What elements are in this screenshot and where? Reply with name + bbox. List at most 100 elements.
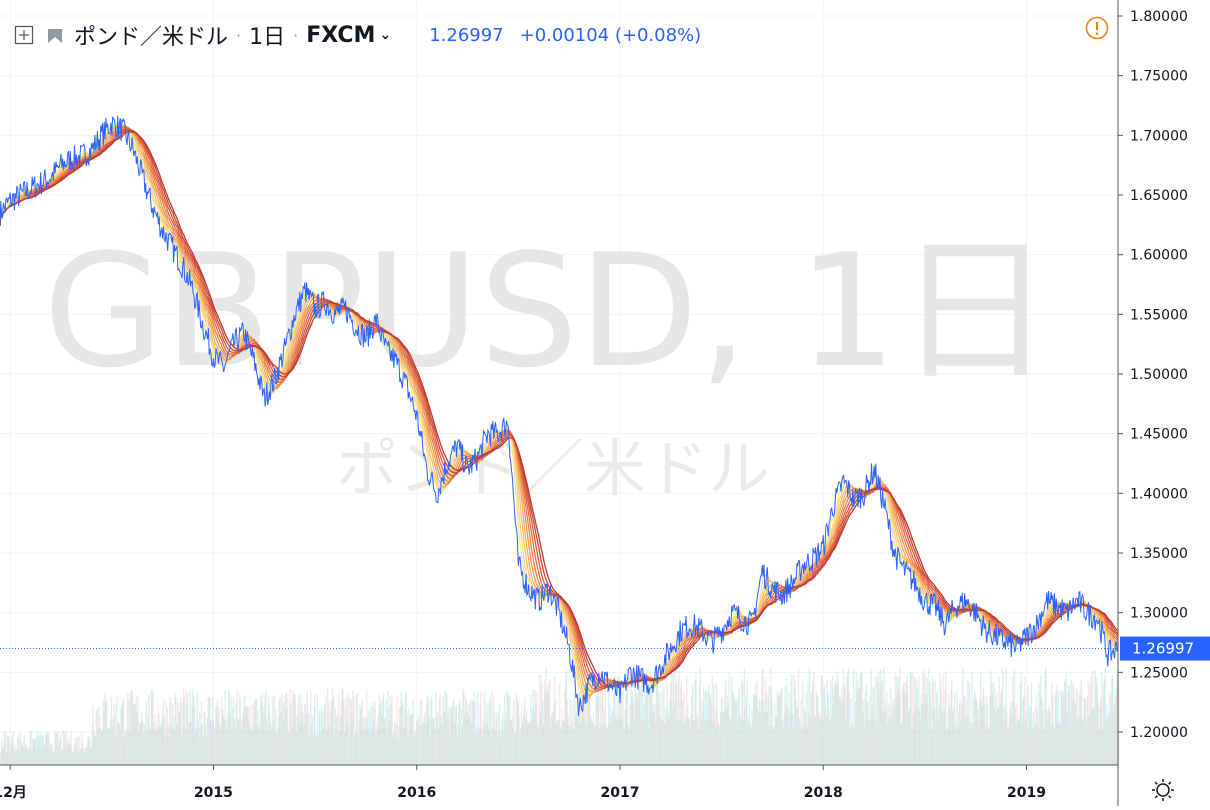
volume-bar	[822, 719, 824, 765]
volume-bar	[780, 688, 783, 765]
volume-bar	[407, 736, 409, 765]
volume-bar	[924, 694, 926, 765]
volume-bar	[888, 717, 890, 765]
add-symbol-icon[interactable]	[14, 25, 34, 45]
volume-bar	[852, 669, 855, 765]
volume-bar	[1097, 704, 1100, 765]
volume-bar	[567, 717, 569, 765]
volume-bar	[83, 752, 86, 765]
volume-bar	[441, 724, 443, 765]
volume-bar	[335, 717, 337, 765]
volume-bar	[7, 737, 10, 765]
symbol-name[interactable]: ポンド／米ドル	[74, 25, 229, 50]
interval-label[interactable]: 1日	[249, 25, 286, 50]
volume-bar	[225, 719, 227, 765]
volume-bar	[1081, 719, 1083, 765]
volume-bar	[154, 729, 156, 765]
volume-bar	[710, 702, 713, 765]
volume-bar	[676, 720, 679, 765]
volume-bar	[271, 697, 274, 765]
exchange-selector[interactable]: FXCM ⌄	[306, 23, 391, 48]
volume-bar	[1116, 673, 1118, 765]
volume-bar	[221, 708, 224, 765]
volume-bar	[1106, 704, 1108, 765]
volume-bar	[266, 732, 269, 765]
volume-bar	[57, 745, 59, 765]
volume-bar	[19, 732, 21, 765]
volume-bar	[1007, 726, 1010, 765]
volume-bar	[453, 697, 455, 765]
volume-bar	[1106, 717, 1109, 765]
volume-bar	[65, 748, 67, 765]
volume-bar	[779, 691, 781, 765]
volume-bar	[1076, 719, 1078, 765]
volume-bar	[503, 694, 506, 765]
volume-bar	[356, 693, 358, 765]
volume-bar	[725, 681, 727, 765]
price-axis[interactable]: 1.80000 1.75000 1.70000 1.65000 1.60000 1.550…	[1117, 0, 1188, 806]
volume-bar	[773, 729, 775, 765]
volume-bar	[739, 713, 741, 765]
volume-bar	[392, 732, 395, 765]
volume-bar	[398, 707, 401, 765]
volume-bar	[659, 714, 662, 765]
volume-bar	[691, 694, 693, 765]
volume-bar	[253, 701, 255, 765]
volume-bar	[619, 682, 622, 765]
volume-bar	[88, 738, 91, 765]
volume-bar	[1118, 686, 1120, 765]
volume-bar	[185, 689, 187, 765]
warning-icon[interactable]	[1085, 16, 1109, 40]
volume-bar	[390, 703, 392, 765]
volume-bar	[453, 723, 456, 765]
volume-bar	[947, 693, 950, 765]
volume-bar	[373, 707, 375, 765]
volume-bar	[762, 668, 764, 765]
volume-bar	[910, 672, 912, 765]
volume-bar	[56, 731, 59, 765]
volume-bar	[188, 722, 190, 765]
volume-bar	[33, 738, 36, 765]
volume-bar	[442, 712, 445, 765]
volume-bar	[777, 695, 779, 765]
volume-bar	[412, 699, 414, 765]
volume-bar	[603, 723, 605, 765]
volume-bar	[320, 732, 322, 765]
volume-bar	[40, 750, 43, 765]
volume-bar	[157, 705, 159, 765]
volume-bar	[946, 728, 949, 765]
volume-bar	[775, 716, 778, 765]
volume-bar	[455, 705, 458, 765]
volume-bar	[6, 735, 9, 765]
volume-bar	[273, 694, 275, 765]
volume-bar	[613, 695, 615, 765]
volume-bar	[791, 712, 794, 765]
y-tick-label: 1.55000	[1130, 307, 1188, 323]
volume-bar	[644, 676, 646, 765]
volume-bar	[848, 691, 851, 765]
volume-bar	[413, 737, 415, 765]
volume-bar	[1050, 725, 1052, 765]
time-axis[interactable]: 12月 2015 2016 2017 2018 2019	[0, 764, 1118, 801]
volume-bar	[553, 704, 555, 765]
volume-bar	[512, 727, 514, 765]
volume-bar	[122, 699, 125, 765]
volume-bar	[359, 705, 361, 765]
volume-bar	[1031, 728, 1034, 765]
volume-bar	[945, 671, 947, 765]
volume-bar	[269, 715, 271, 765]
volume-bar	[136, 714, 138, 765]
volume-bar	[734, 698, 736, 765]
volume-bar	[415, 722, 418, 765]
volume-bar	[457, 722, 459, 765]
volume-bar	[403, 727, 405, 765]
volume-bar	[106, 729, 109, 765]
volume-bar	[968, 682, 971, 765]
volume-bar	[228, 693, 231, 765]
volume-bar	[563, 721, 565, 765]
settings-gear-icon[interactable]	[1152, 779, 1174, 801]
volume-bar	[907, 687, 909, 765]
volume-bar	[944, 690, 946, 765]
